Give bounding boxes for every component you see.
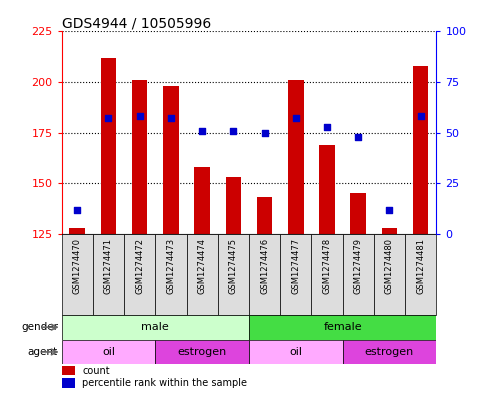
Bar: [132, 80, 147, 234]
Text: GSM1274471: GSM1274471: [104, 238, 113, 294]
Text: gender: gender: [21, 322, 58, 332]
Bar: [249, 340, 343, 364]
Text: oil: oil: [289, 347, 302, 357]
Point: [229, 127, 237, 134]
Bar: [62, 340, 155, 364]
Point: [354, 134, 362, 140]
Text: oil: oil: [102, 347, 115, 357]
Point: [417, 113, 424, 119]
Bar: [343, 340, 436, 364]
Bar: [312, 234, 343, 315]
Bar: [405, 234, 436, 315]
Text: GSM1274478: GSM1274478: [322, 238, 331, 294]
Text: GSM1274481: GSM1274481: [416, 238, 425, 294]
Text: GSM1274479: GSM1274479: [354, 238, 363, 294]
Bar: [257, 197, 272, 234]
Bar: [374, 234, 405, 315]
Bar: [218, 234, 249, 315]
Text: GSM1274473: GSM1274473: [167, 238, 176, 294]
Point: [292, 115, 300, 121]
Bar: [93, 234, 124, 315]
Bar: [382, 228, 397, 234]
Text: percentile rank within the sample: percentile rank within the sample: [82, 378, 247, 388]
Bar: [70, 228, 85, 234]
Bar: [249, 234, 280, 315]
Bar: [62, 315, 249, 340]
Bar: [194, 167, 210, 234]
Point: [73, 206, 81, 213]
Bar: [280, 234, 312, 315]
Text: GSM1274477: GSM1274477: [291, 238, 300, 294]
Bar: [186, 234, 218, 315]
Bar: [226, 177, 241, 234]
Text: GDS4944 / 10505996: GDS4944 / 10505996: [62, 16, 211, 30]
Point: [386, 206, 393, 213]
Text: GSM1274472: GSM1274472: [135, 238, 144, 294]
Point: [136, 113, 143, 119]
Text: count: count: [82, 365, 110, 376]
Bar: [101, 58, 116, 234]
Bar: [163, 86, 178, 234]
Bar: [155, 234, 186, 315]
Point: [261, 130, 269, 136]
Bar: [351, 193, 366, 234]
Bar: [413, 66, 428, 234]
Bar: [343, 234, 374, 315]
Text: GSM1274480: GSM1274480: [385, 238, 394, 294]
Point: [167, 115, 175, 121]
Bar: [62, 378, 75, 388]
Bar: [249, 315, 436, 340]
Text: estrogen: estrogen: [177, 347, 227, 357]
Text: GSM1274470: GSM1274470: [73, 238, 82, 294]
Bar: [124, 234, 155, 315]
Bar: [62, 234, 93, 315]
Text: female: female: [323, 322, 362, 332]
Text: male: male: [141, 322, 169, 332]
Bar: [155, 340, 249, 364]
Bar: [62, 365, 75, 375]
Text: GSM1274475: GSM1274475: [229, 238, 238, 294]
Bar: [319, 145, 335, 234]
Text: GSM1274474: GSM1274474: [198, 238, 207, 294]
Text: agent: agent: [28, 347, 58, 357]
Point: [198, 127, 206, 134]
Text: GSM1274476: GSM1274476: [260, 238, 269, 294]
Point: [323, 123, 331, 130]
Bar: [288, 80, 304, 234]
Text: estrogen: estrogen: [365, 347, 414, 357]
Point: [105, 115, 112, 121]
